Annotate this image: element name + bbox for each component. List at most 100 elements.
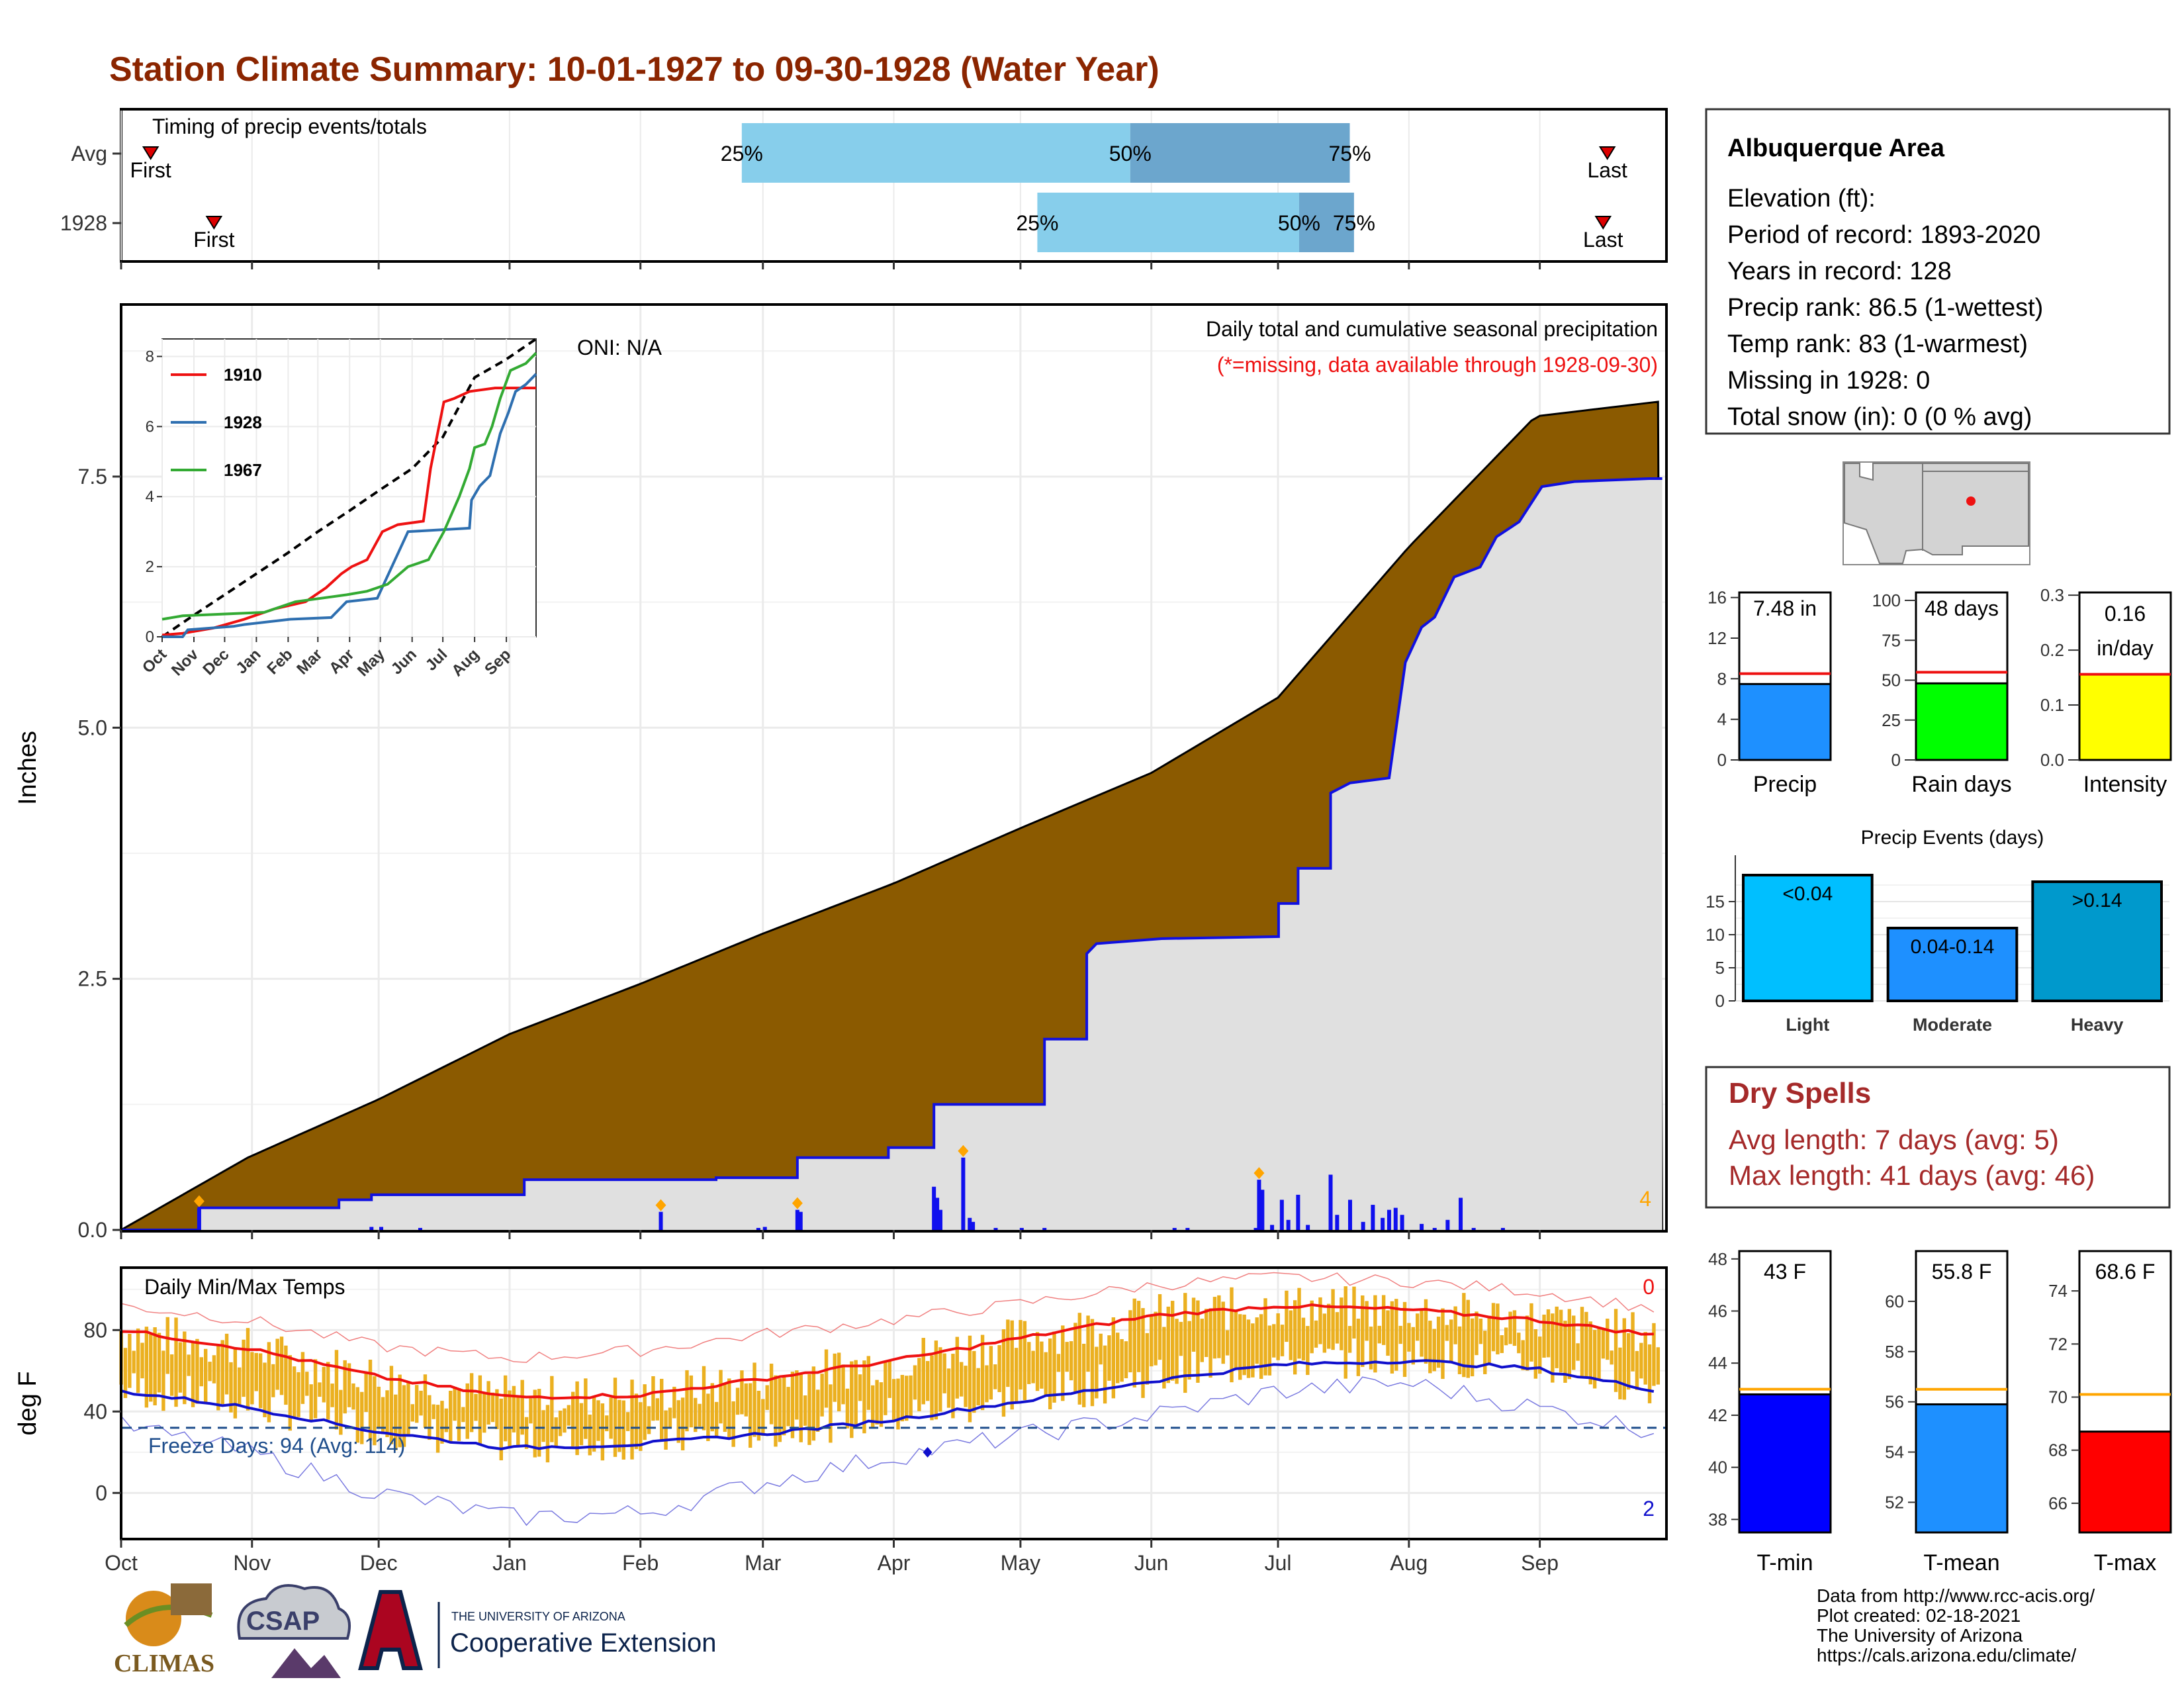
daily-temp-bar — [1322, 1313, 1327, 1353]
year-cumulative-line — [121, 477, 1662, 1231]
daily-temp-bar — [668, 1407, 672, 1429]
page-title: Station Climate Summary: 10-01-1927 to 0… — [109, 50, 1160, 89]
daily-temp-bar — [1246, 1319, 1251, 1378]
daily-temp-bar — [976, 1368, 980, 1406]
daily-temp-bar — [1462, 1293, 1466, 1378]
daily-precip-bar — [968, 1217, 972, 1230]
daily-temp-bar — [748, 1383, 752, 1448]
daily-precip-bar — [1328, 1174, 1333, 1230]
footer-line: The University of Arizona — [1817, 1625, 2023, 1646]
x-axis-month-label: Apr — [878, 1551, 911, 1575]
precip-y-tick-label: 2.5 — [78, 967, 107, 991]
daily-temp-bar — [1487, 1315, 1491, 1366]
daily-temp-bar — [1065, 1342, 1069, 1372]
daily-temp-bar — [1297, 1288, 1301, 1359]
daily-temp-bar — [1445, 1325, 1449, 1341]
daily-temp-bar — [385, 1390, 389, 1438]
climas-logo-sun — [126, 1591, 181, 1646]
daily-temp-bar — [676, 1400, 680, 1443]
timing-bar-50-75 — [1130, 123, 1350, 183]
daily-temp-bar — [1647, 1344, 1652, 1403]
daily-temp-bar — [989, 1346, 993, 1400]
daily-temp-bar — [1090, 1319, 1095, 1407]
daily-temp-bar — [250, 1352, 254, 1405]
precip-gauge-tick-label: 8 — [1717, 669, 1727, 688]
daily-temp-bar — [1141, 1308, 1145, 1398]
daily-temp-bar — [1618, 1347, 1622, 1399]
daily-temp-bar — [925, 1361, 930, 1401]
daily-temp-bar — [322, 1366, 326, 1403]
daily-temp-bar — [997, 1345, 1001, 1393]
daily-precip-bar — [1371, 1205, 1375, 1230]
daily-temp-bar — [169, 1354, 174, 1396]
daily-temp-bar — [550, 1376, 554, 1442]
daily-temp-bar — [157, 1333, 161, 1393]
daily-temp-bar — [600, 1403, 605, 1461]
daily-temp-bar — [499, 1398, 503, 1461]
daily-precip-bar — [1260, 1190, 1265, 1230]
daily-temp-bar — [1365, 1301, 1369, 1341]
daily-temp-bar — [613, 1378, 617, 1457]
daily-temp-bar — [617, 1399, 621, 1452]
x-axis-month-label: May — [1001, 1551, 1040, 1575]
x-axis-month-label: Jun — [1134, 1551, 1169, 1575]
daily-precip-bar — [1500, 1227, 1505, 1230]
daily-temp-bar — [541, 1410, 545, 1442]
csap-logo-mountain — [271, 1648, 341, 1678]
daily-temp-bar — [123, 1348, 128, 1398]
daily-temp-bar — [1656, 1347, 1661, 1385]
daily-temp-bar — [258, 1353, 263, 1409]
daily-temp-bar — [305, 1372, 309, 1396]
daily-temp-bar — [271, 1364, 275, 1397]
daily-temp-bar — [1449, 1319, 1453, 1364]
daily-temp-bar — [1512, 1310, 1517, 1346]
daily-temp-bar — [1154, 1311, 1158, 1366]
last-event-marker — [1594, 216, 1612, 230]
station-name: Albuquerque Area — [1727, 134, 1945, 162]
daily-temp-bar — [1234, 1310, 1238, 1369]
daily-temp-bar — [672, 1386, 676, 1419]
daily-temp-bar — [318, 1382, 322, 1397]
daily-temp-bar — [1120, 1338, 1124, 1382]
events-bar — [2031, 880, 2163, 1002]
temp-gauge-fill — [1915, 1403, 2009, 1534]
daily-temp-bar — [1217, 1295, 1221, 1358]
temp-gauge-fill — [1738, 1393, 1832, 1534]
daily-temp-bar — [964, 1366, 968, 1407]
daily-temp-bar — [1208, 1308, 1212, 1378]
daily-temp-bar — [478, 1375, 482, 1444]
daily-temp-bar — [1652, 1323, 1656, 1386]
daily-temp-bar — [224, 1333, 229, 1395]
daily-precip-bar — [1042, 1227, 1047, 1230]
rain_days-gauge-tick-label: 100 — [1872, 590, 1901, 610]
last-event-label: Last — [1583, 228, 1623, 252]
precip-event-marker — [193, 1195, 205, 1207]
temp-gauge-tick-label: 40 — [1708, 1458, 1727, 1477]
timing-label: Timing of precip events/totals — [152, 115, 427, 138]
daily-precip-bar — [961, 1157, 966, 1230]
daily-temp-bar — [896, 1378, 900, 1430]
daily-temp-bar — [1187, 1321, 1191, 1380]
daily-temp-bar — [1542, 1314, 1546, 1358]
inset-legend-label: 1928 — [224, 412, 262, 432]
daily-temp-bar — [774, 1375, 778, 1447]
daily-temp-bar — [1369, 1327, 1373, 1370]
daily-precip-bar — [935, 1197, 940, 1230]
daily-temp-bar — [208, 1362, 212, 1382]
daily-precip-bar — [762, 1227, 767, 1230]
daily-temp-bar — [621, 1400, 625, 1460]
daily-temp-bar — [1081, 1343, 1086, 1407]
daily-temp-bar — [609, 1397, 613, 1439]
daily-temp-bar — [862, 1360, 866, 1434]
daily-temp-bar — [1622, 1318, 1627, 1400]
daily-precip-bar — [1335, 1215, 1340, 1230]
daily-temp-bar — [1356, 1319, 1361, 1376]
daily-temp-bar — [1436, 1317, 1441, 1368]
daily-temp-bar — [457, 1387, 461, 1441]
temp-gauge-tick-label: 68 — [2048, 1440, 2068, 1460]
daily-precip-bar — [1172, 1227, 1177, 1230]
daily-precip-bar — [379, 1227, 384, 1230]
daily-temp-bar — [1466, 1299, 1470, 1378]
daily-temp-bar — [1103, 1345, 1107, 1404]
